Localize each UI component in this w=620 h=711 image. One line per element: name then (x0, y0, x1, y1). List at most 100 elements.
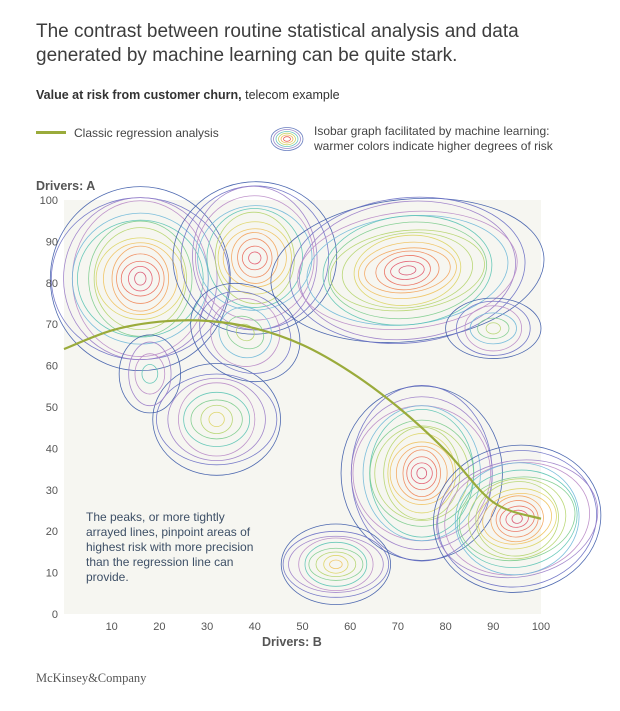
x-axis-ticks: 10 20 30 40 50 60 70 80 90 100 (106, 621, 551, 633)
isobar-ring (416, 467, 428, 480)
isobar-ring (217, 221, 292, 295)
y-tick-label: 40 (46, 443, 58, 455)
isobar-ring (464, 305, 522, 352)
legend-regression-label: Classic regression analysis (74, 126, 219, 140)
isobar-ring (437, 450, 598, 588)
isobar-ring (398, 265, 417, 276)
isobar-ring (340, 385, 503, 561)
isobar-ring (128, 341, 172, 407)
isobar-ring (111, 245, 170, 312)
x-tick-label: 40 (249, 621, 261, 633)
isobar-ring (190, 399, 243, 440)
isobar-ring (218, 306, 272, 359)
y-tick-label: 90 (46, 236, 58, 248)
isobar-ring (456, 469, 578, 568)
isobar-ring (120, 260, 160, 297)
isobar-ring (475, 481, 559, 557)
annotation-text: The peaks, or more tightly arrayed lines… (86, 510, 254, 584)
isobar-ring (197, 205, 313, 311)
isobar-ring (454, 462, 580, 576)
isobar-ring (118, 334, 181, 414)
isobar-ring (298, 200, 516, 341)
isobar-ring (402, 449, 441, 498)
isobar-ring (477, 488, 557, 550)
x-tick-label: 20 (153, 621, 165, 633)
isobar-swatch-icon (270, 127, 304, 151)
isobar-ring (49, 186, 231, 372)
isobar-ring (134, 353, 166, 395)
isobar-ring (458, 476, 576, 562)
isobar-ring (315, 551, 357, 578)
y-tick-label: 60 (46, 361, 58, 373)
y-tick-label: 30 (46, 485, 58, 497)
isobar-ring (327, 221, 488, 320)
x-tick-label: 90 (487, 621, 499, 633)
isobar-ring (103, 242, 178, 315)
risk-peak-contour-group (152, 363, 281, 476)
isobar-ring (329, 559, 343, 570)
chart-title: The contrast between routine statistical… (36, 21, 519, 66)
isobar-ring (485, 322, 501, 335)
isobar-ring (134, 271, 147, 286)
isobar-ring (280, 523, 391, 606)
risk-peak-contour-group (445, 297, 542, 359)
isobar-ring (156, 373, 278, 466)
isobar-ring (270, 197, 545, 343)
isobar-ring (455, 300, 531, 356)
isobar-ring (358, 241, 457, 299)
isobar-ring (167, 377, 266, 462)
isobar-ring (77, 219, 204, 338)
isobar-ring (289, 196, 526, 345)
isobar-ring (495, 500, 539, 538)
isobar-ring (395, 445, 448, 501)
isobar-ring (183, 391, 251, 447)
isobar-ring (436, 459, 599, 579)
isobar-ring (410, 462, 433, 485)
isobar-ring (195, 195, 315, 321)
isobar-ring (308, 547, 364, 581)
isobar-ring (235, 323, 255, 342)
isobar-ring (297, 210, 518, 330)
isobar-ring (375, 250, 440, 291)
isobar-ring (323, 555, 349, 574)
isobar-ring (469, 312, 517, 345)
isobar-ring (322, 215, 493, 326)
isobar-ring (433, 444, 602, 593)
risk-peak-contour-group (280, 523, 391, 606)
y-tick-label: 70 (46, 319, 58, 331)
isobar-ring (304, 541, 368, 587)
risk-peak-contour-group (49, 186, 231, 372)
isobar-ring (116, 253, 165, 304)
regression-line (63, 319, 542, 520)
subtitle-normal: telecom example (241, 88, 340, 102)
legend-isobar-label: Isobar graph facilitated by machine lear… (314, 124, 553, 153)
isobar-contours (49, 181, 602, 606)
risk-peak-contour-group (190, 282, 301, 383)
isobar-ring (141, 364, 159, 384)
isobar-ring (128, 265, 153, 292)
x-tick-label: 70 (392, 621, 404, 633)
regression-layer (63, 319, 542, 520)
risk-peak-contour-group (118, 334, 181, 414)
isobar-ring (499, 505, 535, 532)
isobar-ring (214, 211, 295, 305)
x-tick-label: 80 (439, 621, 451, 633)
isobar-ring (384, 255, 431, 286)
isobar-ring (477, 317, 510, 339)
x-tick-label: 60 (344, 621, 356, 633)
risk-peak-contour-group (433, 444, 602, 593)
isobar-ring (282, 530, 390, 598)
y-axis-ticks: 0 10 20 30 40 50 60 70 80 90 100 (40, 195, 58, 621)
legend-regression: Classic regression analysis (36, 126, 219, 140)
isobar-ring (490, 495, 544, 543)
y-tick-label: 20 (46, 526, 58, 538)
isobar-ring (199, 291, 292, 374)
subtitle-bold: Value at risk from customer churn, (36, 88, 242, 102)
isobar-ring (241, 245, 268, 271)
brand-logo: McKinsey&Company (36, 671, 147, 685)
y-tick-label: 80 (46, 278, 58, 290)
y-tick-label: 50 (46, 402, 58, 414)
y-tick-label: 0 (52, 609, 58, 621)
isobar-ring (353, 234, 462, 306)
